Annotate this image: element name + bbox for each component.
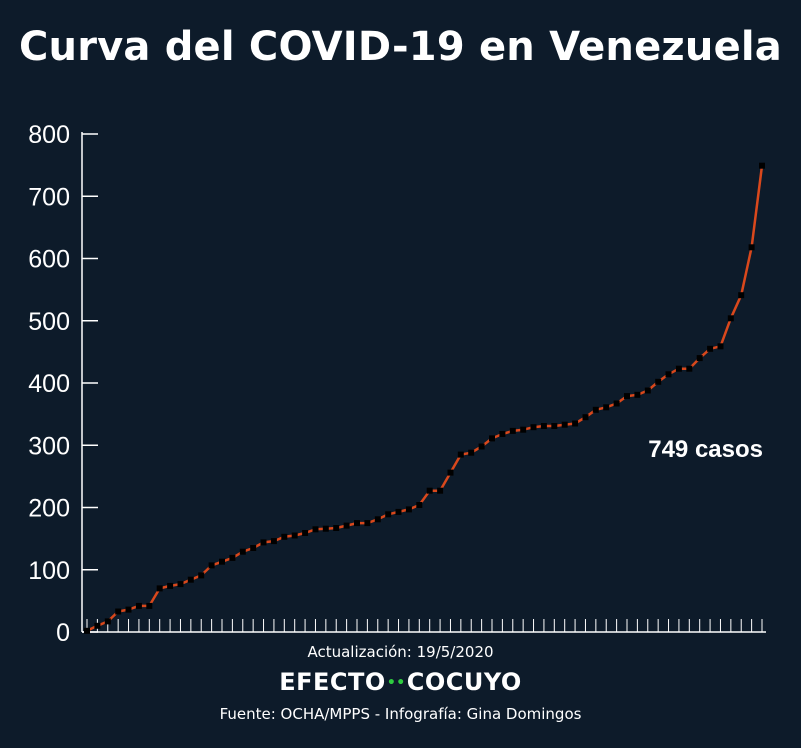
data-point (146, 602, 153, 609)
y-tick-label: 0 (56, 619, 70, 647)
y-tick-label: 400 (28, 370, 70, 398)
data-point (312, 526, 319, 533)
data-point (281, 533, 288, 540)
data-point (302, 530, 309, 536)
y-tick-label: 600 (28, 246, 70, 274)
y-tick-label: 200 (28, 495, 70, 523)
data-point (416, 502, 423, 508)
data-point (707, 345, 714, 352)
data-point (177, 581, 184, 588)
data-point (717, 343, 724, 350)
data-point (354, 520, 360, 527)
total-cases-annotation: 749 casos (648, 436, 763, 463)
data-point (530, 424, 537, 431)
data-point (125, 606, 132, 613)
data-point (395, 508, 402, 515)
brand-right: COCUYO (406, 668, 522, 696)
data-point (509, 427, 516, 434)
data-point (187, 576, 194, 583)
series-line (86, 165, 764, 632)
data-point (135, 602, 142, 609)
data-point (447, 469, 454, 476)
y-axis-ticks: 0 100 200 300 400 500 600 700 800 (28, 121, 98, 647)
data-point (478, 443, 485, 450)
data-point (385, 511, 392, 518)
y-tick-label: 800 (28, 121, 70, 149)
data-point (405, 506, 412, 513)
data-point (644, 387, 651, 394)
data-point (759, 162, 765, 169)
source-credit: Fuente: OCHA/MPPS - Infografía: Gina Dom… (219, 705, 582, 723)
data-point (198, 572, 205, 579)
data-point (167, 582, 174, 589)
data-point (499, 431, 506, 437)
y-tick-label: 700 (28, 183, 70, 211)
y-tick-label: 300 (28, 432, 70, 460)
data-point (426, 487, 433, 494)
data-point (374, 516, 381, 523)
data-point (592, 406, 599, 413)
x-axis-ticks (86, 619, 763, 632)
data-point (540, 423, 547, 429)
data-point (156, 585, 163, 592)
data-point (322, 525, 329, 532)
data-point (468, 449, 475, 456)
data-point (208, 562, 215, 569)
data-point (675, 365, 682, 372)
data-point (270, 538, 277, 545)
data-point (551, 423, 558, 429)
data-point (260, 539, 267, 546)
y-tick-label: 500 (28, 308, 70, 336)
data-point (696, 355, 703, 362)
data-point (250, 545, 257, 551)
brand-dots-icon: •• (386, 675, 406, 691)
brand-logo: EFECTO••COCUYO (0, 668, 801, 696)
data-point (84, 627, 90, 634)
data-point (239, 548, 246, 555)
data-point (738, 292, 745, 299)
data-point (364, 520, 371, 527)
data-point (634, 391, 641, 398)
data-point (572, 420, 579, 427)
data-point (582, 414, 589, 421)
data-point (291, 532, 298, 539)
data-point (457, 451, 464, 458)
data-point (343, 522, 350, 529)
data-point (437, 487, 444, 494)
data-point (655, 378, 662, 385)
data-point (219, 558, 225, 565)
update-date: Actualización: 19/5/2020 (307, 643, 494, 661)
data-point (624, 393, 630, 400)
data-point (520, 426, 527, 433)
brand-left: EFECTO (279, 668, 386, 696)
data-point (603, 404, 610, 411)
data-markers (84, 162, 765, 634)
data-point (94, 622, 101, 629)
chart-title: Curva del COVID-19 en Venezuela (18, 24, 783, 70)
data-point (686, 365, 693, 372)
data-point (115, 608, 122, 615)
axes (81, 132, 766, 633)
data-point (333, 525, 340, 531)
data-point (748, 244, 755, 251)
data-point (613, 400, 620, 407)
data-point (489, 435, 495, 442)
data-point (229, 554, 236, 561)
y-tick-label: 100 (28, 557, 70, 585)
data-point (727, 315, 734, 322)
data-point (665, 371, 672, 378)
data-point (104, 618, 111, 625)
data-point (561, 421, 568, 428)
